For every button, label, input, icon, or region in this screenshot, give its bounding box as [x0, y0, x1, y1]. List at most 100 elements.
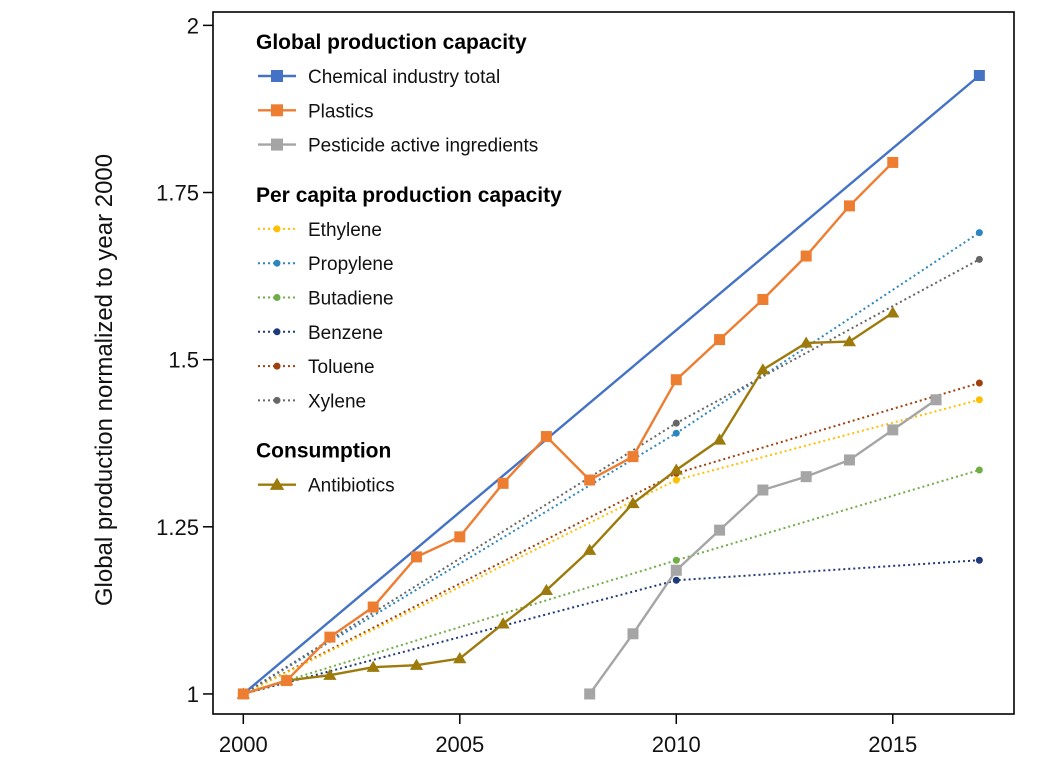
data-point: [975, 396, 983, 404]
data-point: [627, 628, 639, 640]
series-line: [242, 311, 894, 696]
series-line: [242, 382, 980, 695]
legend-swatch-marker: [271, 138, 283, 151]
data-point: [454, 531, 466, 543]
series-line: [242, 161, 894, 696]
legend-item-benzene: Benzene: [258, 323, 383, 344]
axis-ticks: 1 1.25 1.5 1.75 2 2000 2005 2010 2015: [156, 13, 917, 757]
legend-item-ethylene: Ethylene: [258, 220, 382, 241]
data-point: [887, 156, 899, 168]
data-point: [800, 250, 812, 262]
data-point: [975, 466, 983, 474]
y-tick-label: 1.75: [156, 181, 199, 206]
legend-label: Pesticide active ingredients: [308, 136, 538, 157]
legend-swatch-marker: [271, 70, 283, 82]
legend-group-title: Consumption: [256, 440, 391, 463]
legend-label: Propylene: [308, 254, 394, 275]
data-point: [670, 374, 682, 386]
data-point: [324, 631, 336, 643]
legend-swatch-marker: [273, 362, 281, 370]
data-point: [799, 336, 813, 348]
x-tick-label: 2010: [652, 732, 701, 757]
legend-swatch-marker: [273, 225, 281, 233]
data-point: [627, 451, 639, 463]
legend-label: Xylene: [308, 391, 366, 412]
data-point: [626, 496, 640, 509]
series-line: [242, 398, 980, 695]
series-toluene: [239, 379, 983, 698]
data-point: [975, 379, 983, 387]
data-point: [975, 229, 983, 237]
legend: Global production capacity Chemical indus…: [256, 31, 562, 497]
x-tick-label: 2015: [868, 732, 917, 757]
legend-label: Ethylene: [308, 220, 382, 241]
data-point: [712, 433, 727, 445]
plot-border: [212, 11, 1015, 715]
data-point: [584, 688, 596, 700]
data-point: [672, 419, 680, 427]
data-point: [842, 335, 857, 347]
legend-group-title: Global production capacity: [256, 31, 527, 54]
data-point: [237, 688, 249, 700]
legend-item-pesticide-active-ingredients: Pesticide active ingredients: [258, 136, 538, 157]
data-point: [540, 431, 552, 443]
data-point: [930, 394, 942, 406]
series-plastics: [237, 156, 899, 700]
y-tick-label: 1.25: [156, 515, 199, 540]
data-point: [323, 668, 337, 680]
legend-label: Benzene: [308, 323, 383, 344]
data-point: [584, 474, 596, 486]
y-axis-label: Global production normalized to year 200…: [91, 154, 118, 606]
data-point: [886, 306, 900, 318]
legend-item-plastics: Plastics: [258, 101, 373, 122]
data-point: [714, 524, 726, 536]
legend-swatch-marker: [271, 104, 283, 117]
x-tick-label: 2005: [435, 732, 484, 757]
data-point: [975, 255, 983, 263]
data-point: [497, 477, 509, 489]
data-point: [757, 293, 769, 305]
series-chemical-industry-total: [242, 70, 985, 695]
legend-label: Toluene: [308, 357, 375, 378]
data-point: [453, 652, 467, 664]
legend-swatch-marker: [273, 396, 281, 404]
data-point: [843, 200, 855, 212]
data-point: [670, 564, 682, 576]
data-point: [496, 617, 510, 629]
legend-swatch-marker: [273, 259, 281, 267]
series-pesticide-active-ingredients: [584, 394, 942, 700]
y-tick-label: 1.5: [168, 348, 199, 373]
legend-label: Antibiotics: [308, 476, 395, 497]
legend-item-propylene: Propylene: [258, 254, 394, 275]
legend-group-title: Per capita production capacity: [256, 184, 562, 207]
series-line: [243, 469, 980, 695]
data-point: [672, 556, 680, 564]
data-point: [756, 363, 770, 375]
legend-swatch-marker: [269, 477, 285, 490]
x-tick-label: 2000: [219, 732, 268, 757]
legend-item-xylene: Xylene: [258, 391, 366, 412]
legend-item-chemical-industry-total: Chemical industry total: [258, 67, 500, 88]
data-point: [973, 70, 985, 82]
legend-item-antibiotics: Antibiotics: [258, 476, 395, 497]
legend-item-butadiene: Butadiene: [258, 289, 394, 310]
data-point: [887, 424, 899, 436]
data-point: [757, 484, 769, 496]
data-point: [672, 476, 680, 484]
data-point: [281, 675, 293, 687]
legend-label: Chemical industry total: [308, 67, 500, 88]
data-point: [843, 454, 855, 466]
data-point: [366, 660, 380, 672]
legend-item-toluene: Toluene: [258, 357, 375, 378]
plot-frame: [212, 11, 1015, 715]
legend-swatch-marker: [273, 328, 281, 336]
data-point: [539, 583, 553, 596]
data-point: [672, 576, 680, 584]
data-point: [800, 471, 812, 483]
data-point: [367, 601, 379, 613]
series-line: [243, 559, 980, 695]
legend-label: Plastics: [308, 101, 373, 122]
data-point: [672, 429, 680, 437]
data-point: [669, 463, 683, 475]
